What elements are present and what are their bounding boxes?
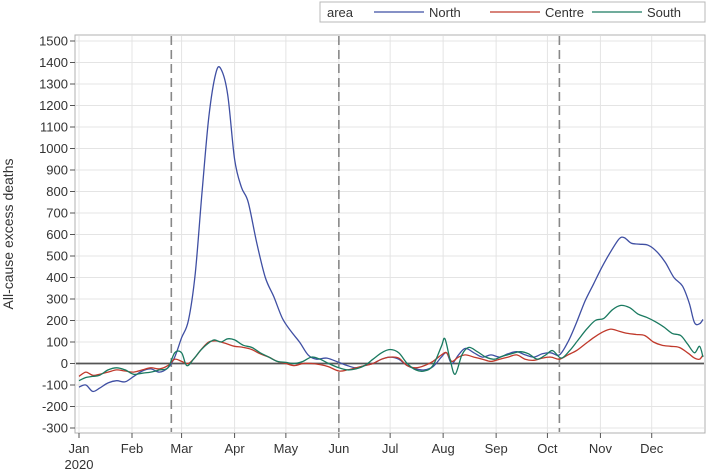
- y-tick-label: -100: [42, 378, 68, 393]
- y-tick-label: 500: [46, 249, 68, 264]
- x-tick-sublabel: 2020: [65, 457, 94, 472]
- x-tick-label: Nov: [589, 441, 613, 456]
- y-tick-label: 900: [46, 163, 68, 178]
- y-tick-label: 600: [46, 227, 68, 242]
- series-line-centre: [78, 328, 704, 377]
- y-tick-label: 1000: [39, 141, 68, 156]
- x-tick-label: Sep: [485, 441, 508, 456]
- x-tick-label: May: [274, 441, 299, 456]
- y-tick-label: 0: [61, 356, 68, 371]
- x-tick-label: Feb: [121, 441, 143, 456]
- y-tick-label: -200: [42, 399, 68, 414]
- y-tick-label: 1100: [40, 120, 68, 135]
- y-tick-label: 1200: [39, 98, 68, 113]
- y-tick-label: 400: [46, 270, 68, 285]
- x-tick-label: Jan: [69, 441, 90, 456]
- legend-label-south: South: [647, 5, 681, 20]
- y-tick-label: 800: [46, 184, 68, 199]
- x-tick-label: Apr: [224, 441, 245, 456]
- legend-label-north: North: [429, 5, 461, 20]
- y-tick-label: -300: [42, 421, 68, 436]
- y-tick-label: 1500: [39, 34, 68, 49]
- x-tick-label: Aug: [432, 441, 455, 456]
- series-line-south: [78, 304, 704, 382]
- y-tick-label: 1400: [39, 55, 68, 70]
- y-axis-label: All-cause excess deaths: [0, 159, 16, 310]
- x-tick-label: Jun: [328, 441, 349, 456]
- x-tick-label: Oct: [537, 441, 558, 456]
- y-tick-label: 700: [46, 206, 68, 221]
- legend-label-centre: Centre: [545, 5, 584, 20]
- y-tick-label: 300: [46, 292, 68, 307]
- x-tick-label: Jul: [382, 441, 399, 456]
- y-tick-label: 200: [46, 313, 68, 328]
- legend: area North Centre South: [319, 1, 706, 23]
- legend-title: area: [327, 5, 354, 20]
- y-tick-label: 1300: [39, 77, 68, 92]
- x-tick-label: Mar: [170, 441, 193, 456]
- x-tick-label: Dec: [640, 441, 664, 456]
- y-tick-label: 100: [46, 335, 68, 350]
